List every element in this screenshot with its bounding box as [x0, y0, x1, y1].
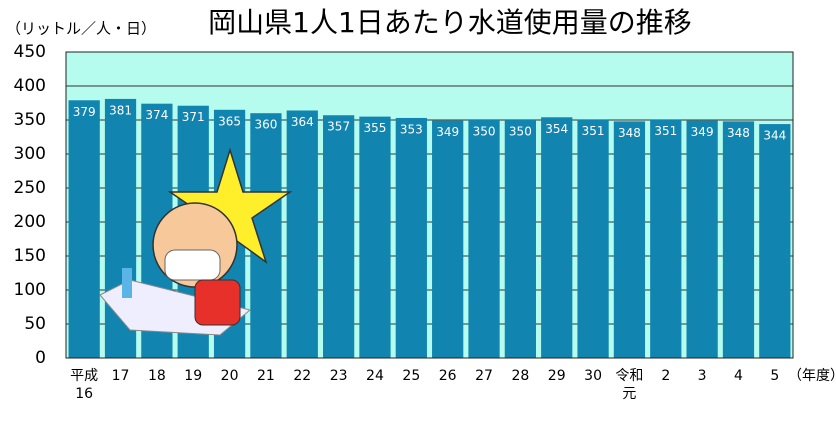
x-tick-label: 24	[366, 368, 384, 384]
value-label: 349	[436, 125, 459, 139]
value-label: 353	[400, 122, 423, 136]
soap	[122, 268, 132, 298]
x-tick-label: 30	[584, 368, 602, 384]
value-label: 349	[691, 125, 714, 139]
x-tick-label: 3	[698, 368, 707, 384]
bar	[432, 120, 464, 359]
x-tick-label: 29	[548, 368, 566, 384]
bar	[286, 110, 318, 358]
value-label: 381	[109, 103, 132, 117]
y-axis-label: （リットル／人・日）	[6, 20, 156, 38]
y-tick-label: 300	[14, 144, 46, 164]
bar	[613, 121, 646, 358]
y-tick-label: 200	[14, 212, 46, 232]
x-tick-label: 17	[112, 368, 130, 384]
x-tick-label: 22	[293, 368, 311, 384]
bar	[468, 120, 500, 358]
x-tick-label: 25	[402, 368, 420, 384]
y-tick-label: 150	[14, 246, 46, 266]
bar	[68, 100, 100, 358]
x-tick-label: 18	[148, 368, 166, 384]
value-label: 357	[327, 120, 350, 134]
x-tick-label: 26	[439, 368, 457, 384]
value-label: 354	[545, 122, 568, 136]
bar	[577, 119, 609, 358]
y-tick-label: 350	[14, 110, 46, 130]
value-label: 374	[145, 108, 168, 122]
y-tick-label: 400	[14, 76, 46, 96]
value-label: 348	[727, 126, 750, 140]
bar	[686, 120, 718, 359]
body	[194, 279, 241, 326]
bar	[650, 119, 682, 358]
x-tick-label: 20	[221, 368, 239, 384]
x-tick-label: 19	[184, 368, 202, 384]
value-label: 348	[618, 126, 641, 140]
mascot	[99, 147, 293, 336]
x-axis-label: （年度）	[788, 368, 836, 384]
x-tick-label: 23	[330, 368, 348, 384]
bar	[541, 117, 573, 358]
value-label: 350	[509, 125, 532, 139]
x-tick-label: 2	[661, 368, 670, 384]
bar	[722, 121, 755, 358]
value-label: 379	[73, 105, 96, 119]
value-label: 344	[763, 129, 786, 143]
y-tick-label: 450	[14, 42, 46, 62]
x-tick-label: 4	[734, 368, 743, 384]
value-label: 371	[182, 110, 205, 124]
chart-title: 岡山県1人1日あたり水道使用量の推移	[208, 6, 692, 39]
value-label: 365	[218, 114, 241, 128]
value-label: 350	[473, 125, 496, 139]
bar	[359, 116, 391, 358]
plot-border	[65, 51, 794, 359]
bar	[504, 120, 537, 358]
value-label: 351	[582, 124, 605, 138]
x-tick-label: 5	[770, 368, 779, 384]
y-tick-label: 100	[14, 280, 46, 300]
x-tick-label: 平成 16	[70, 368, 98, 402]
x-tick-label: 27	[475, 368, 493, 384]
value-label: 351	[654, 124, 677, 138]
value-label: 355	[364, 121, 387, 135]
value-label: 364	[291, 115, 314, 129]
x-tick-label: 28	[511, 368, 529, 384]
bar	[322, 115, 355, 359]
y-tick-label: 0	[35, 348, 46, 368]
bar	[395, 117, 427, 359]
bar	[759, 124, 791, 358]
x-tick-label: 21	[257, 368, 275, 384]
x-tick-label: 令和元	[615, 368, 643, 402]
y-tick-label: 250	[14, 178, 46, 198]
mask	[164, 249, 221, 281]
y-tick-label: 50	[24, 314, 46, 334]
value-label: 360	[254, 118, 277, 132]
